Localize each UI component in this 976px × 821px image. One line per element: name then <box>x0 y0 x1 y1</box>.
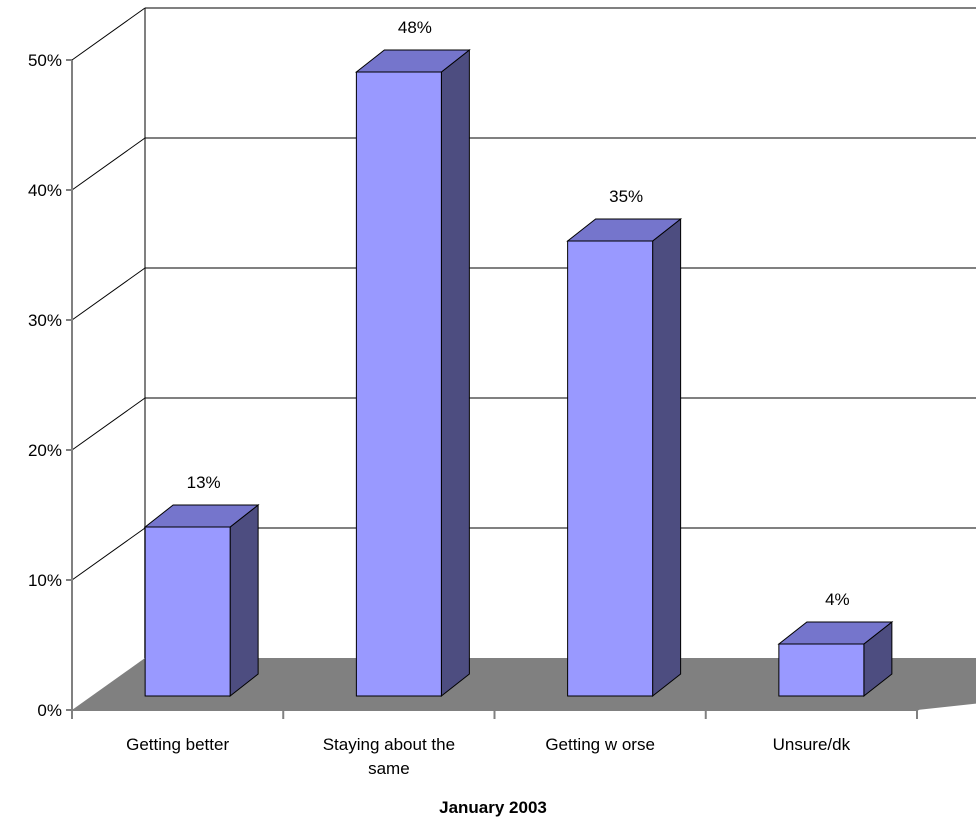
y-tick-label: 0% <box>37 701 62 720</box>
y-tick-label: 30% <box>28 311 62 330</box>
y-tick-label: 50% <box>28 51 62 70</box>
x-tick-label: Getting better <box>126 735 229 754</box>
data-label: 35% <box>609 187 643 206</box>
bar-3 <box>566 217 683 698</box>
y-tick-label: 40% <box>28 181 62 200</box>
bar-side-face <box>652 217 682 698</box>
y-tick-label: 10% <box>28 571 62 590</box>
floor-right-edge <box>916 666 976 711</box>
x-tick-label-line: Staying about the <box>323 735 455 754</box>
x-tick-label-line: Getting w orse <box>545 735 655 754</box>
bar-front-face <box>778 643 865 697</box>
labels: 13% 48% 35% 4% 0% 10% 20% 30% 40% 50% Getting bett… <box>28 18 851 778</box>
side-gridline <box>71 267 146 321</box>
bar-series <box>143 48 894 698</box>
bar-1 <box>143 503 260 698</box>
bar-front-face <box>144 526 231 697</box>
data-label: 48% <box>398 18 432 37</box>
side-gridline <box>71 137 146 191</box>
data-label: 4% <box>825 590 850 609</box>
chart-floor <box>72 658 976 710</box>
bar-side-face <box>229 503 259 698</box>
data-label: 13% <box>187 473 221 492</box>
chart-floor-layer <box>72 658 976 710</box>
bar-front-face <box>567 240 654 697</box>
x-tick-label-line: same <box>368 759 410 778</box>
bar-side-face <box>440 48 470 698</box>
x-tick-label-line: Unsure/dk <box>773 735 851 754</box>
side-gridline <box>71 7 146 61</box>
x-tick-label: Unsure/dk <box>773 735 851 754</box>
y-tick-label: 20% <box>28 441 62 460</box>
side-gridline <box>71 527 146 581</box>
bar-front-face <box>355 71 442 697</box>
bar-2 <box>354 48 471 698</box>
x-tick-label: Getting w orse <box>545 735 655 754</box>
bar-4 <box>777 620 894 698</box>
x-tick-label: Staying about the same <box>323 735 455 778</box>
side-gridline <box>71 397 146 451</box>
x-axis-title: January 2003 <box>439 798 547 817</box>
axes <box>66 59 976 719</box>
x-tick-label-line: Getting better <box>126 735 229 754</box>
